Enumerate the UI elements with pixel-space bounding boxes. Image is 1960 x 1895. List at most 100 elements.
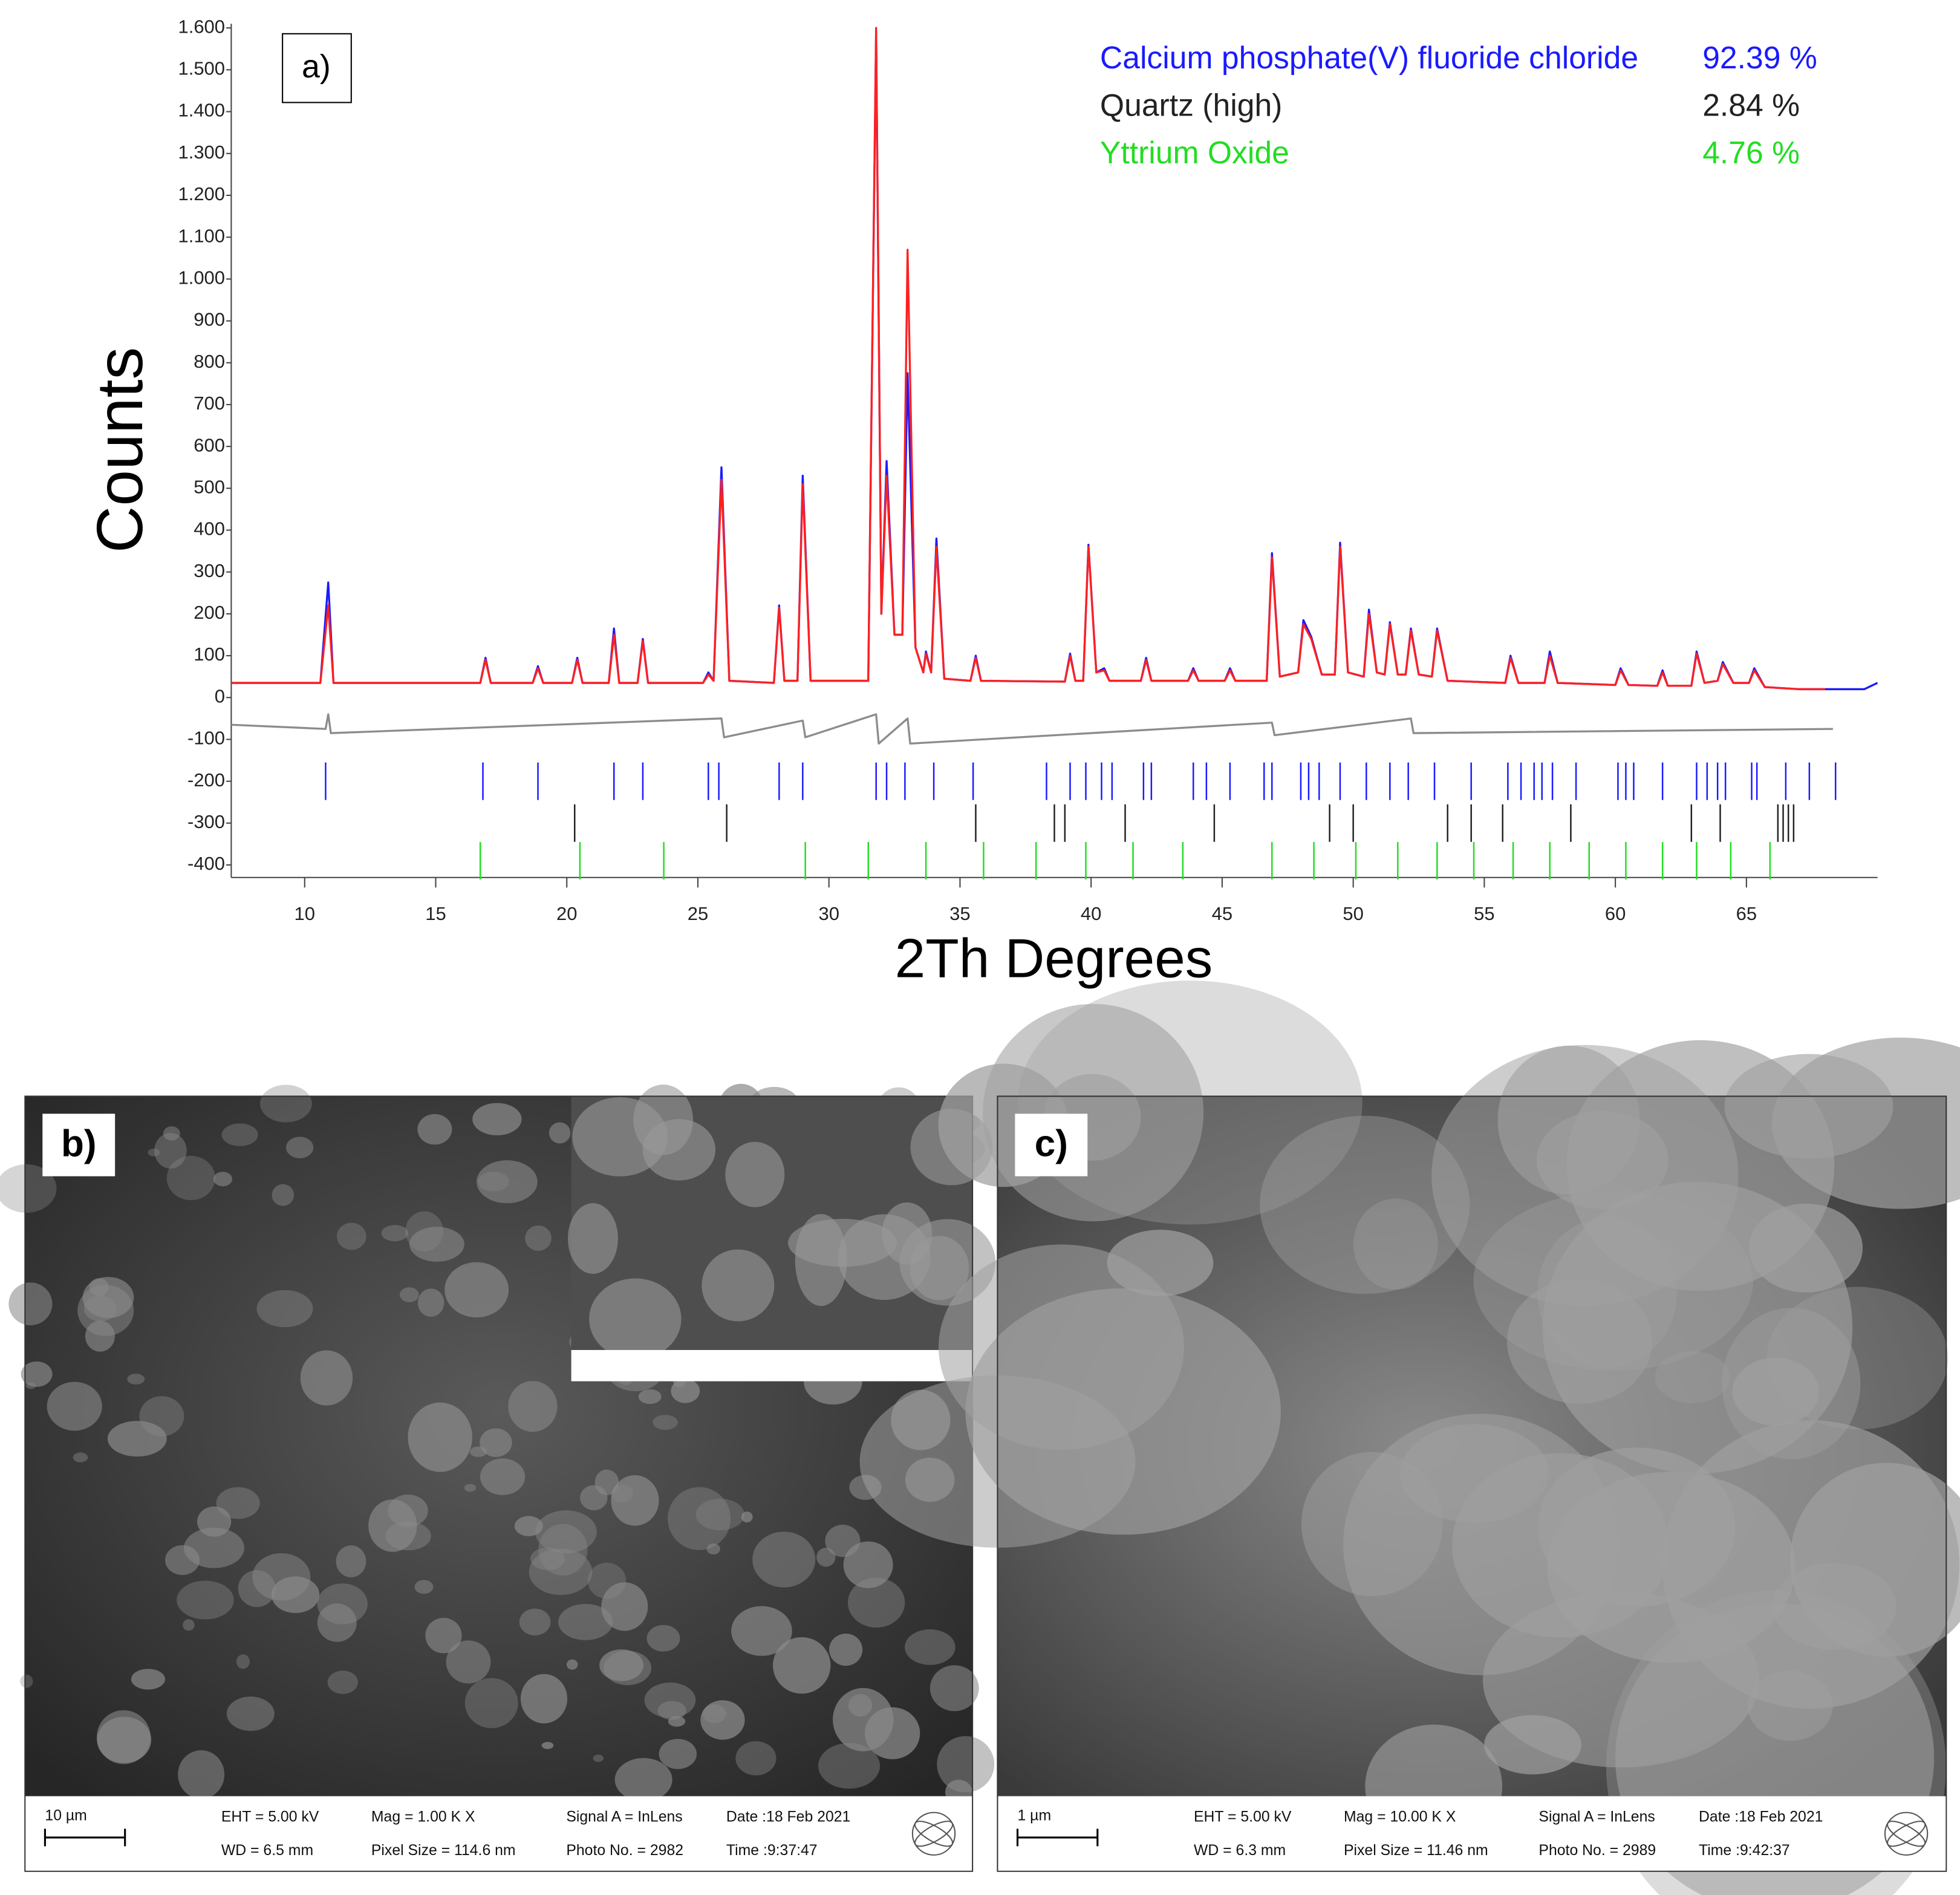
particle xyxy=(525,1225,552,1251)
particle xyxy=(300,1350,353,1406)
particle xyxy=(216,1487,260,1519)
particle xyxy=(657,1701,686,1720)
particle xyxy=(272,1184,295,1206)
particle xyxy=(638,1389,662,1404)
particle xyxy=(1353,1198,1438,1290)
x-tick-label: 55 xyxy=(1474,903,1494,924)
particle xyxy=(183,1619,195,1631)
info-bar xyxy=(25,1796,972,1871)
x-tick-label: 25 xyxy=(688,903,708,924)
y-tick-label: 1.300 xyxy=(178,142,225,163)
particle xyxy=(336,1222,366,1250)
legend-name: Quartz (high) xyxy=(1100,87,1282,122)
particle xyxy=(558,1603,613,1640)
particle xyxy=(1566,1040,1835,1291)
particle xyxy=(154,1133,187,1169)
particle xyxy=(469,1446,487,1457)
x-tick-label: 65 xyxy=(1736,903,1757,924)
x-tick-label: 35 xyxy=(949,903,970,924)
particle xyxy=(480,1428,512,1457)
particle xyxy=(480,1458,526,1495)
particle xyxy=(444,1262,509,1318)
particle xyxy=(21,1361,53,1387)
particle xyxy=(97,1717,152,1763)
particle xyxy=(644,1682,696,1718)
info-bar xyxy=(998,1796,1946,1871)
scale-bar-label: 10 µm xyxy=(45,1807,86,1824)
sem-frame xyxy=(997,1095,1947,1872)
particle xyxy=(706,1543,720,1555)
logo xyxy=(914,1821,954,1847)
particle xyxy=(725,1141,785,1207)
particle xyxy=(1732,1357,1819,1426)
panel-label-box xyxy=(1015,1114,1088,1176)
particle xyxy=(937,1736,995,1793)
particle xyxy=(82,1277,134,1319)
y-tick-label: 800 xyxy=(194,351,225,372)
particle xyxy=(317,1583,368,1625)
particle xyxy=(695,1498,745,1531)
particle xyxy=(1547,1472,1796,1663)
logo xyxy=(1887,1821,1926,1847)
particle xyxy=(549,1122,571,1144)
info-text: Date :18 Feb 2021 xyxy=(726,1809,850,1825)
scale-bar xyxy=(44,1828,126,1847)
pattern-line xyxy=(231,713,1833,745)
particle xyxy=(566,1659,578,1670)
particle xyxy=(671,1378,700,1403)
y-tick-label: 500 xyxy=(194,476,225,497)
particle xyxy=(327,1670,359,1694)
panel-label-box xyxy=(282,33,352,103)
particle xyxy=(464,1484,477,1492)
info-text: Mag = 1.00 K X xyxy=(371,1809,475,1825)
y-tick-label: 1.400 xyxy=(178,100,225,121)
particle xyxy=(417,1114,452,1145)
particle xyxy=(388,1494,428,1527)
y-tick-label: 1.100 xyxy=(178,225,225,246)
particle xyxy=(601,1582,648,1631)
particle xyxy=(816,1547,836,1567)
particle xyxy=(741,1511,753,1523)
particle xyxy=(847,1577,905,1628)
particle xyxy=(409,1227,464,1262)
particle xyxy=(593,1754,604,1763)
info-text: Signal A = InLens xyxy=(566,1809,682,1825)
y-tick-label: 900 xyxy=(194,309,225,330)
x-tick-label: 15 xyxy=(425,903,446,924)
legend-amount: 4.76 % xyxy=(1702,135,1800,170)
pattern-line xyxy=(231,31,1878,691)
info-text: Pixel Size = 114.6 nm xyxy=(371,1842,516,1859)
particle xyxy=(446,1640,491,1684)
x-tick-label: 50 xyxy=(1343,903,1363,924)
particle xyxy=(530,1547,565,1570)
info-text: EHT = 5.00 kV xyxy=(221,1809,319,1825)
x-axis-title: 2Th Degrees xyxy=(895,928,1213,989)
particle xyxy=(0,1164,57,1213)
particle xyxy=(221,1123,258,1146)
particle xyxy=(930,1665,979,1712)
particle xyxy=(508,1381,558,1432)
particle xyxy=(285,1137,314,1158)
particle xyxy=(478,1172,509,1192)
particle xyxy=(735,1741,777,1776)
particle xyxy=(538,1524,588,1576)
info-text: Photo No. = 2982 xyxy=(566,1842,683,1859)
particle xyxy=(843,1541,893,1588)
y-tick-label: 400 xyxy=(194,518,225,540)
particle xyxy=(611,1475,659,1526)
particle xyxy=(408,1402,472,1472)
particle xyxy=(587,1562,627,1599)
y-tick-label: -400 xyxy=(187,853,225,874)
particle xyxy=(256,1290,313,1328)
y-tick-label: -200 xyxy=(187,769,225,791)
legend-name: Yttrium Oxide xyxy=(1100,135,1289,170)
x-tick-label: 40 xyxy=(1081,903,1101,924)
plot: -400 -300 -200 -100 0 100 200 300 400 500 600 700 80… xyxy=(178,16,1878,924)
particle xyxy=(848,1694,873,1717)
info-text: Mag = 10.00 K X xyxy=(1344,1809,1456,1825)
x-tick-label: 10 xyxy=(295,903,315,924)
particle xyxy=(425,1617,462,1654)
particle xyxy=(1343,1414,1618,1675)
pattern-line xyxy=(231,27,1825,691)
